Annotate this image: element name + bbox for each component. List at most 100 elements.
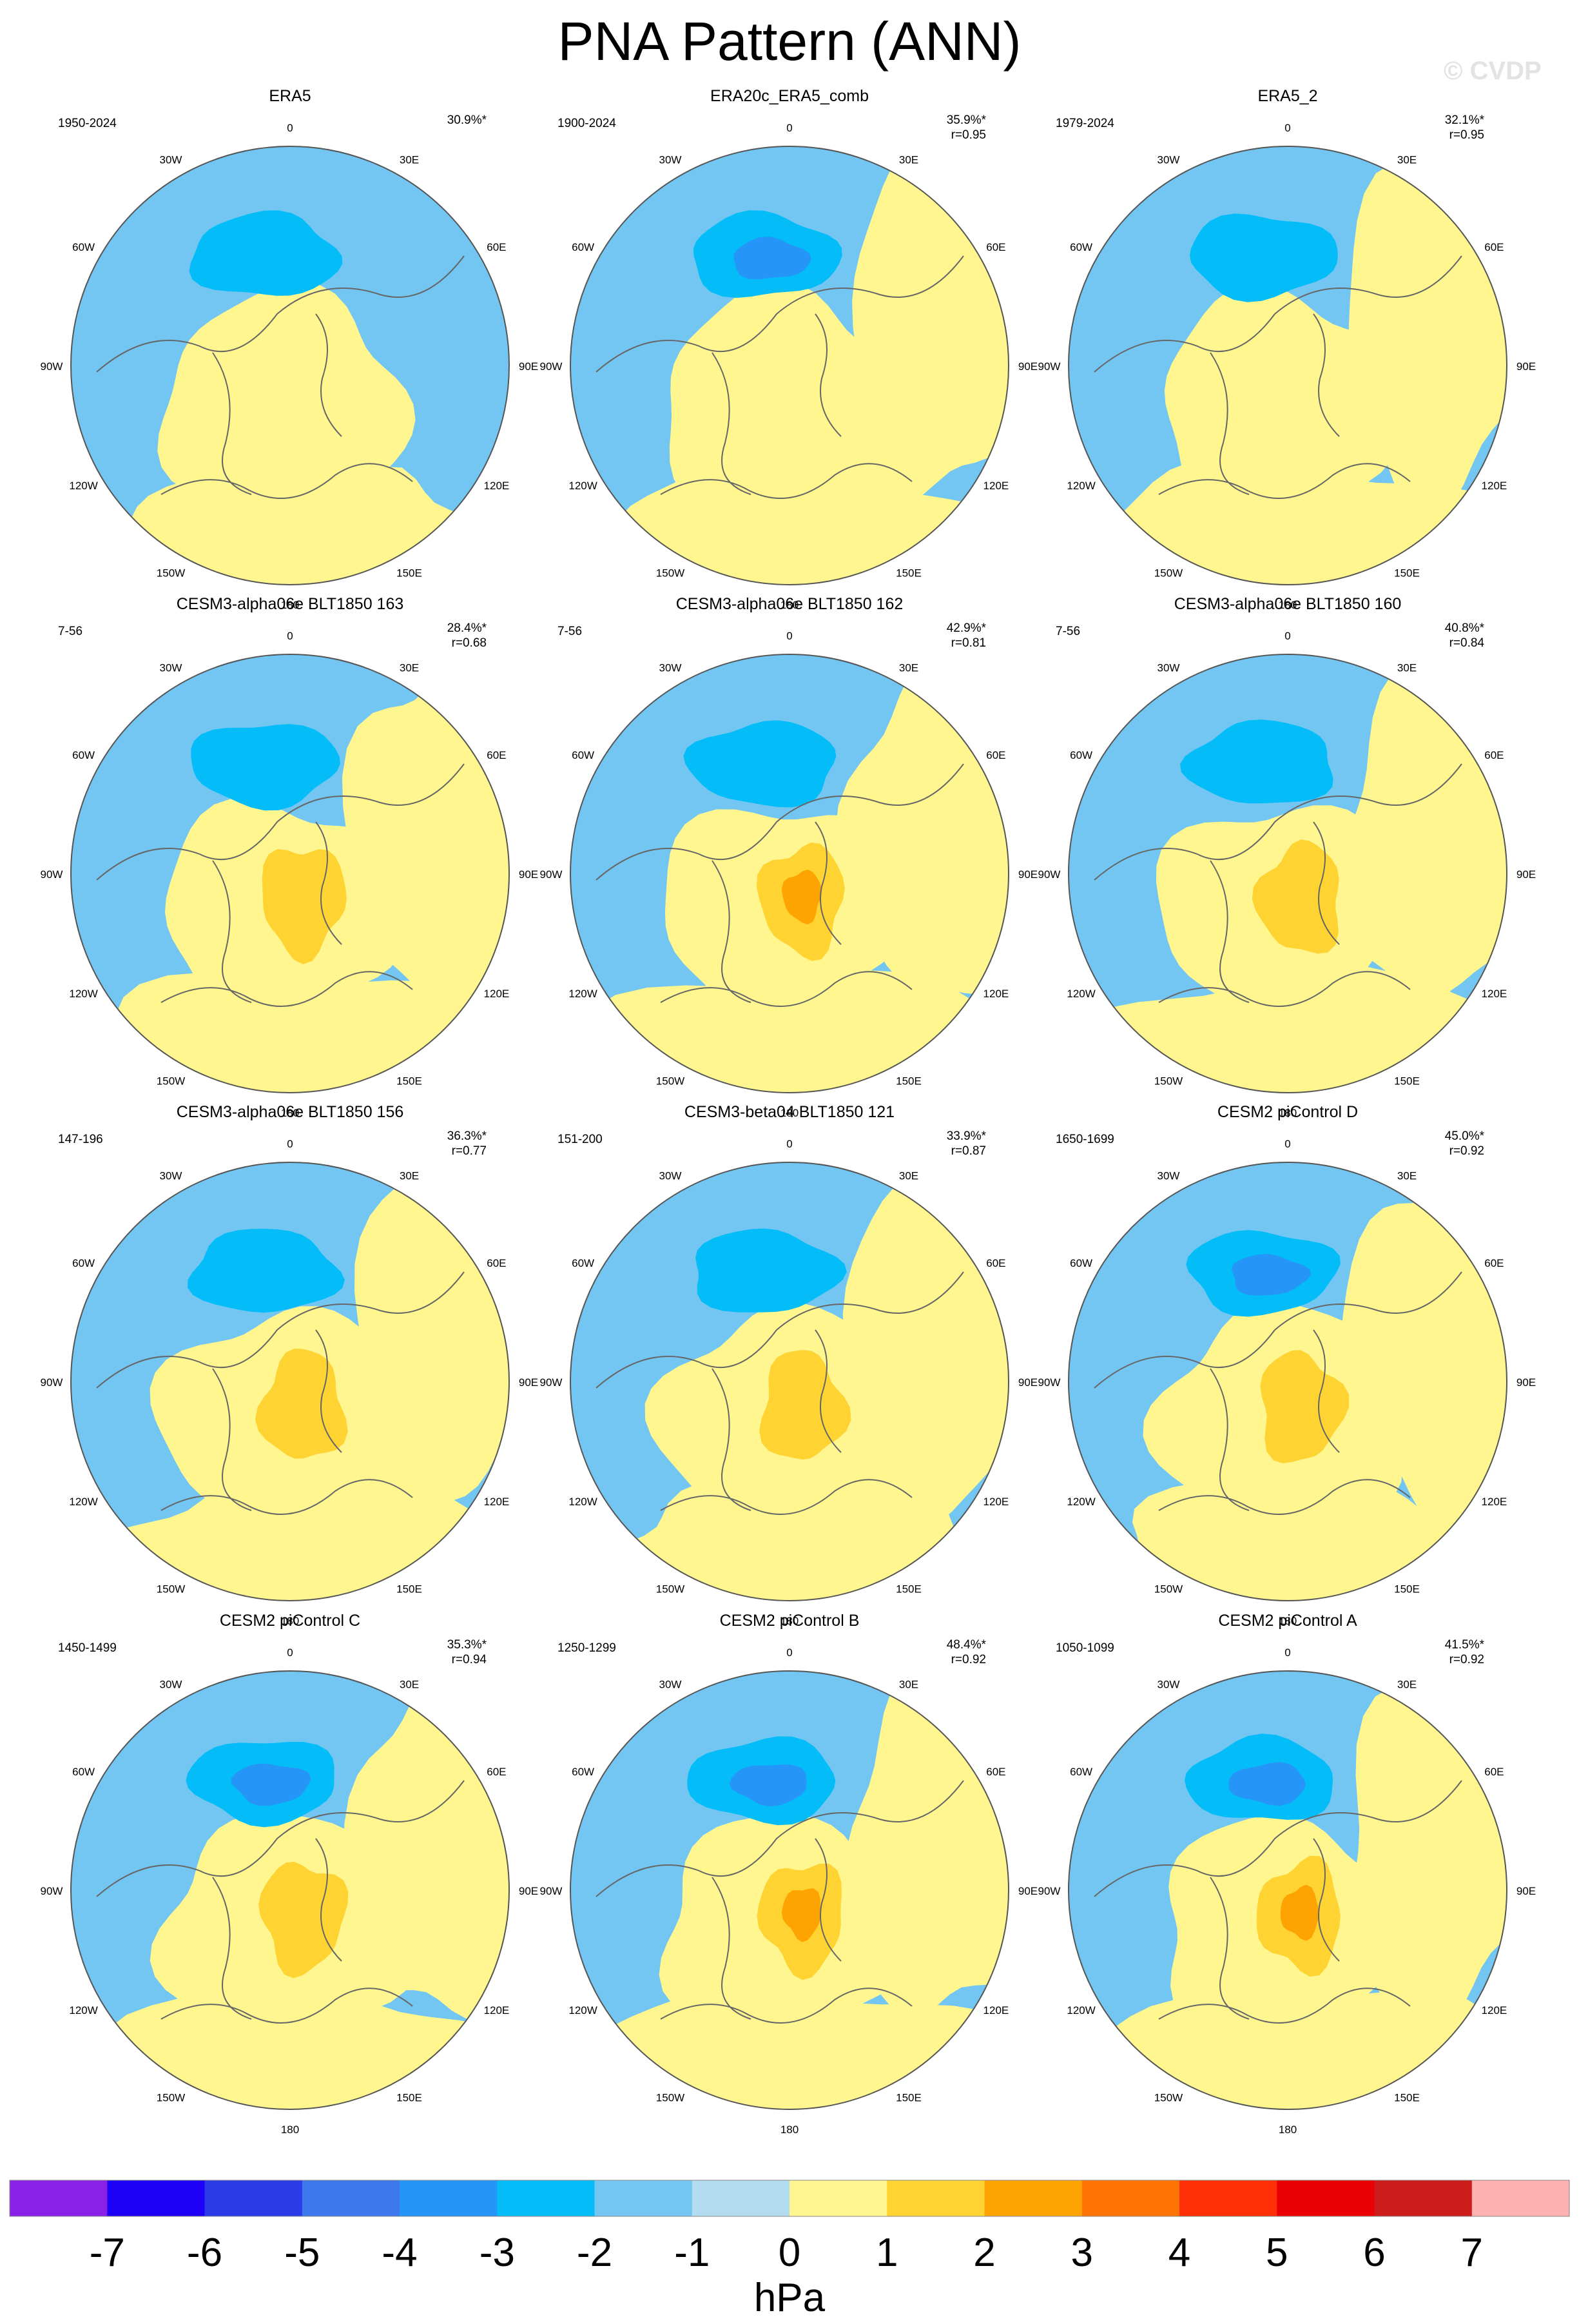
lon-label: 30E: [899, 154, 918, 166]
lon-label: 60W: [572, 1766, 594, 1778]
lon-label: 30E: [899, 662, 918, 674]
colorbar-tick-label: -4: [382, 2231, 417, 2275]
colorbar-tick-label: -1: [674, 2231, 710, 2275]
map-rim: [70, 654, 510, 1093]
figure-title: PNA Pattern (ANN): [557, 11, 1022, 72]
lon-label: 120W: [568, 2004, 597, 2016]
colorbar-frame: [9, 2180, 1570, 2217]
colorbar-swatch: [594, 2180, 693, 2216]
lon-label: 120E: [484, 988, 510, 1000]
lon-label: 120W: [568, 1496, 597, 1508]
lon-label: 60W: [572, 1257, 594, 1269]
lon-label: 30E: [1397, 1170, 1417, 1182]
panel-title: CESM3-beta04 BLT1850 121: [684, 1103, 895, 1121]
lon-label: 60W: [1070, 1257, 1092, 1269]
lon-label: 30E: [400, 662, 419, 674]
lon-label: 120W: [69, 480, 97, 492]
panel-title: CESM3-alpha06e BLT1850 162: [676, 595, 904, 613]
lon-label: 30W: [1158, 1170, 1180, 1182]
field-positive-core: [1260, 1350, 1350, 1463]
lon-label: 180: [1279, 2124, 1297, 2136]
field-pacific-low: [1180, 719, 1333, 804]
lon-label: 60W: [72, 1766, 95, 1778]
lon-label: 150E: [1394, 1583, 1420, 1595]
coastline: [1158, 463, 1411, 499]
field-positive-core: [262, 849, 347, 964]
lon-label: 0: [287, 1646, 293, 1659]
lon-label: 60E: [487, 1766, 506, 1778]
colorbar-tick-label: 3: [1071, 2231, 1093, 2275]
lon-label: 150E: [396, 567, 422, 579]
panel-variance: 35.9%*: [947, 113, 987, 127]
lon-label: 90W: [41, 360, 63, 373]
coastlines: [1094, 255, 1462, 499]
panel-title: ERA20c_ERA5_comb: [710, 87, 869, 105]
panel-variance: 33.9%*: [947, 1129, 987, 1143]
panel-period: 7-56: [1056, 625, 1080, 638]
lon-label: 120E: [484, 480, 510, 492]
coastline: [1094, 255, 1462, 373]
panel-period: 1250-1299: [557, 1641, 616, 1655]
coastline: [1313, 821, 1340, 945]
colorbar-tick-label: -5: [284, 2231, 320, 2275]
lon-label: 120W: [1067, 1496, 1095, 1508]
panel-variance: 41.5%*: [1445, 1638, 1485, 1652]
lon-label: 0: [786, 1138, 792, 1150]
colorbar-swatch: [497, 2180, 596, 2216]
lon-label: 120E: [983, 988, 1009, 1000]
panel-correlation: r=0.87: [951, 1144, 986, 1158]
colorbar-swatch: [887, 2180, 985, 2216]
map-rim: [570, 1670, 1009, 2110]
lon-label: 90E: [1018, 868, 1038, 881]
lon-label: 30W: [1158, 154, 1180, 166]
lon-label: 90E: [1018, 1885, 1038, 1897]
field-positive-core: [255, 1349, 348, 1459]
map-panel: 180 150E 120E 90E 60E 30E 0 30W 60W 90W 120W 150W CE…: [540, 1103, 1038, 1627]
map-rim: [1068, 1670, 1507, 2110]
colorbar-swatch: [1081, 2180, 1180, 2216]
map-panel: 180 150E 120E 90E 60E 30E 0 30W 60W 90W 120W 150W CE…: [1038, 1612, 1536, 2136]
coastline: [1210, 1368, 1250, 1511]
panel-variance: 28.4%*: [447, 621, 487, 635]
lon-label: 60E: [1484, 749, 1504, 761]
lon-label: 120W: [1067, 2004, 1095, 2016]
map-panel: 180 150E 120E 90E 60E 30E 0 30W 60W 90W 120W 150W ER…: [41, 87, 539, 611]
lon-label: 30E: [1397, 662, 1417, 674]
field-positive-peak: [1280, 1884, 1319, 1941]
lon-label: 180: [780, 1107, 799, 1119]
lon-label: 150W: [157, 1583, 185, 1595]
coastline: [96, 1271, 465, 1389]
panel-variance: 30.9%*: [447, 113, 487, 127]
lon-label: 0: [1284, 1646, 1290, 1659]
coastline: [815, 821, 842, 945]
map-rim: [70, 146, 510, 585]
lon-label: 30E: [400, 154, 419, 166]
coastline: [315, 1838, 342, 1962]
panel-correlation: r=0.77: [452, 1144, 487, 1158]
field-pacific-low: [191, 724, 340, 811]
lon-label: 90E: [519, 1376, 538, 1389]
coastline: [712, 352, 751, 495]
colorbar-tick-label: 4: [1168, 2231, 1190, 2275]
map-rim: [570, 654, 1009, 1093]
lon-label: 120W: [69, 988, 97, 1000]
map-panel: 180 150E 120E 90E 60E 30E 0 30W 60W 90W 120W 150W CE…: [41, 595, 539, 1119]
lon-label: 120E: [1482, 2004, 1507, 2016]
coastline: [1094, 1780, 1462, 1897]
lon-label: 150W: [1154, 2091, 1183, 2104]
coastline: [596, 1271, 964, 1389]
panel-correlation: r=0.95: [951, 128, 986, 142]
panel-title: CESM3-alpha06e BLT1850 160: [1174, 595, 1402, 613]
field-central-positive: [669, 280, 916, 509]
coastline: [815, 1329, 842, 1453]
coastline: [315, 1329, 342, 1453]
coastline: [596, 1780, 964, 1897]
coastline: [96, 1780, 465, 1897]
panel-period: 1950-2024: [58, 117, 117, 130]
lon-label: 30W: [659, 1170, 682, 1182]
lon-label: 150E: [1394, 1075, 1420, 1087]
panel-period: 7-56: [58, 625, 82, 638]
field-pacific-low-core: [231, 1763, 311, 1806]
lon-label: 150W: [656, 567, 684, 579]
lon-label: 60E: [1484, 1766, 1504, 1778]
